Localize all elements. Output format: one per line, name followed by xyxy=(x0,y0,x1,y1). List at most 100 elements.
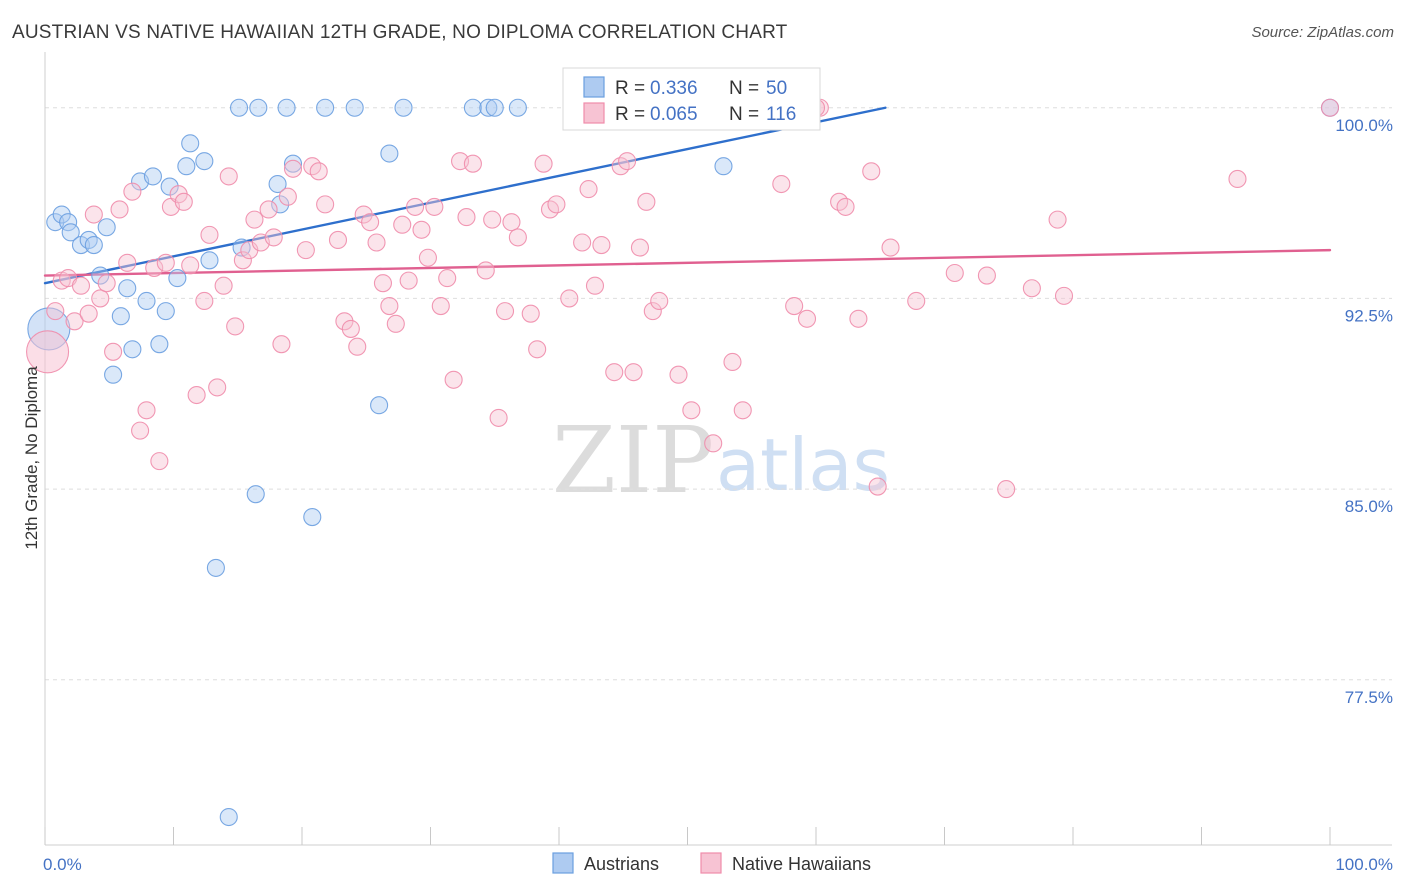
data-point[interactable] xyxy=(534,154,553,173)
data-point[interactable] xyxy=(200,225,219,244)
data-point[interactable] xyxy=(219,167,238,186)
data-point[interactable] xyxy=(79,304,98,323)
data-point[interactable] xyxy=(150,335,169,354)
data-point[interactable] xyxy=(637,192,656,211)
data-point[interactable] xyxy=(177,157,196,176)
data-point[interactable] xyxy=(907,291,926,311)
data-point[interactable] xyxy=(168,269,187,288)
data-point[interactable] xyxy=(394,98,413,117)
data-point[interactable] xyxy=(406,197,425,216)
legend-swatch-native-hawaiians[interactable] xyxy=(700,852,722,874)
data-point[interactable] xyxy=(79,230,98,250)
data-point[interactable] xyxy=(380,297,399,316)
data-point[interactable] xyxy=(303,508,322,527)
data-point[interactable] xyxy=(605,363,624,382)
data-point[interactable] xyxy=(309,162,328,181)
data-point[interactable] xyxy=(245,210,264,229)
data-point[interactable] xyxy=(143,167,162,186)
data-point[interactable] xyxy=(836,197,855,216)
data-point[interactable] xyxy=(181,134,200,153)
data-point[interactable] xyxy=(485,98,504,117)
data-point[interactable] xyxy=(97,274,116,293)
data-point[interactable] xyxy=(84,235,103,255)
data-point[interactable] xyxy=(704,434,723,453)
data-point[interactable] xyxy=(123,340,142,359)
data-point[interactable] xyxy=(46,302,65,321)
data-point[interactable] xyxy=(573,233,592,252)
data-point[interactable] xyxy=(367,233,386,252)
data-point[interactable] xyxy=(881,238,900,257)
data-point[interactable] xyxy=(110,200,129,219)
data-point[interactable] xyxy=(174,192,193,211)
data-point[interactable] xyxy=(46,213,65,232)
data-point[interactable] xyxy=(849,309,868,328)
data-point[interactable] xyxy=(61,223,80,242)
data-point[interactable] xyxy=(1022,279,1041,298)
data-point[interactable] xyxy=(195,291,214,311)
data-point[interactable] xyxy=(283,159,303,178)
data-point[interactable] xyxy=(618,152,637,171)
data-point[interactable] xyxy=(476,261,495,280)
data-point[interactable] xyxy=(354,205,373,224)
data-point[interactable] xyxy=(214,276,233,295)
data-point[interactable] xyxy=(1054,286,1074,305)
data-point[interactable] xyxy=(316,98,335,117)
data-point[interactable] xyxy=(104,342,123,361)
data-point[interactable] xyxy=(797,309,817,328)
data-point[interactable] xyxy=(977,266,996,285)
data-point[interactable] xyxy=(361,213,380,232)
legend-swatch-austrians[interactable] xyxy=(552,852,574,874)
data-point[interactable] xyxy=(131,421,150,440)
legend-label-native-hawaiians[interactable]: Native Hawaiians xyxy=(732,854,871,874)
data-point[interactable] xyxy=(123,182,142,201)
data-point[interactable] xyxy=(1320,98,1340,117)
data-point[interactable] xyxy=(431,297,450,316)
data-point[interactable] xyxy=(370,396,389,415)
data-point[interactable] xyxy=(195,152,214,171)
data-point[interactable] xyxy=(585,276,605,295)
data-point[interactable] xyxy=(335,312,354,331)
data-point[interactable] xyxy=(316,195,335,214)
data-point[interactable] xyxy=(268,174,287,194)
data-point[interactable] xyxy=(246,485,265,504)
data-point[interactable] xyxy=(97,218,116,237)
data-point[interactable] xyxy=(386,314,405,333)
data-point[interactable] xyxy=(502,213,521,232)
data-point[interactable] xyxy=(111,307,130,326)
data-point[interactable] xyxy=(52,205,71,224)
data-point[interactable] xyxy=(393,215,412,234)
data-point[interactable] xyxy=(271,195,290,214)
data-point[interactable] xyxy=(137,401,156,420)
data-point[interactable] xyxy=(233,251,252,270)
data-point[interactable] xyxy=(592,235,611,255)
data-point[interactable] xyxy=(296,241,315,260)
data-point[interactable] xyxy=(772,174,791,194)
data-point[interactable] xyxy=(579,180,598,199)
data-point[interactable] xyxy=(71,276,91,295)
data-point[interactable] xyxy=(457,208,476,227)
data-point[interactable] xyxy=(785,297,804,316)
data-point[interactable] xyxy=(145,258,164,277)
data-point[interactable] xyxy=(528,340,547,359)
data-point[interactable] xyxy=(399,271,418,290)
data-point[interactable] xyxy=(438,269,457,288)
data-point[interactable] xyxy=(444,370,463,389)
data-point[interactable] xyxy=(249,98,268,117)
data-point[interactable] xyxy=(714,157,733,176)
data-point[interactable] xyxy=(733,401,752,420)
data-point[interactable] xyxy=(65,312,84,331)
data-point[interactable] xyxy=(463,98,482,117)
data-point[interactable] xyxy=(723,352,742,372)
data-point[interactable] xyxy=(104,365,123,384)
data-point[interactable] xyxy=(630,238,650,257)
data-point[interactable] xyxy=(418,248,437,267)
data-point[interactable] xyxy=(345,98,364,117)
data-point[interactable] xyxy=(624,363,643,382)
data-point[interactable] xyxy=(521,304,540,323)
data-point[interactable] xyxy=(219,807,238,827)
data-point[interactable] xyxy=(682,401,701,420)
data-point[interactable] xyxy=(508,228,527,247)
data-point[interactable] xyxy=(945,263,964,283)
data-point[interactable] xyxy=(643,302,662,321)
data-point[interactable] xyxy=(1228,169,1247,188)
